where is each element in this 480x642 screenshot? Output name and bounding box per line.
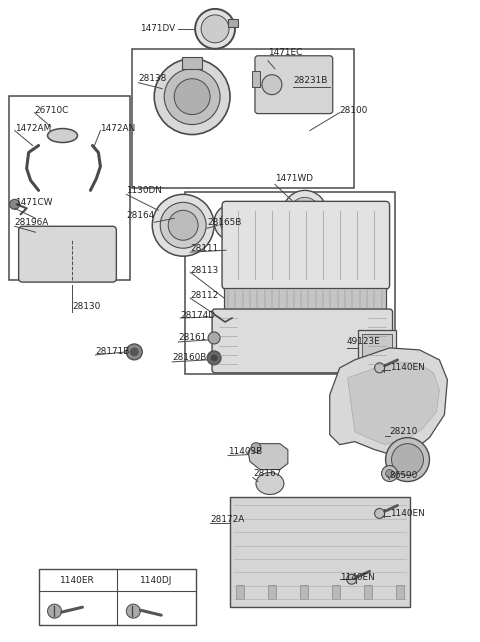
Bar bbox=[230, 498, 409, 607]
Text: 1130DN: 1130DN bbox=[126, 186, 162, 195]
Circle shape bbox=[126, 344, 142, 360]
Circle shape bbox=[48, 604, 61, 618]
Bar bbox=[361, 334, 392, 372]
Text: 28100: 28100 bbox=[340, 106, 368, 115]
Text: 1140EN: 1140EN bbox=[390, 509, 424, 518]
Bar bbox=[252, 71, 260, 87]
Text: 1472AN: 1472AN bbox=[100, 124, 136, 133]
Text: 28210: 28210 bbox=[390, 427, 418, 436]
Ellipse shape bbox=[152, 195, 214, 256]
Bar bbox=[185, 193, 395, 374]
Circle shape bbox=[211, 355, 217, 361]
Text: 28111: 28111 bbox=[190, 244, 218, 253]
Circle shape bbox=[164, 69, 220, 125]
Text: 1471DV: 1471DV bbox=[140, 24, 175, 33]
Text: 1472AM: 1472AM bbox=[15, 124, 51, 133]
Text: 26710C: 26710C bbox=[35, 106, 69, 115]
Text: 49123E: 49123E bbox=[347, 338, 381, 347]
Circle shape bbox=[126, 604, 140, 618]
Text: 1140EN: 1140EN bbox=[340, 573, 374, 582]
Circle shape bbox=[374, 363, 384, 373]
Text: 86590: 86590 bbox=[390, 471, 418, 480]
Text: 28174D: 28174D bbox=[180, 311, 215, 320]
Text: 1471EC: 1471EC bbox=[268, 48, 302, 57]
Circle shape bbox=[201, 15, 229, 43]
Ellipse shape bbox=[168, 211, 198, 240]
Circle shape bbox=[385, 469, 394, 478]
Circle shape bbox=[130, 348, 138, 356]
Circle shape bbox=[10, 200, 20, 209]
Bar bbox=[358, 330, 396, 376]
Bar bbox=[182, 56, 202, 69]
Text: 28231B: 28231B bbox=[293, 76, 327, 85]
Text: 28172A: 28172A bbox=[210, 515, 244, 524]
Bar bbox=[240, 216, 248, 222]
Text: 28164: 28164 bbox=[126, 211, 155, 220]
Ellipse shape bbox=[160, 202, 206, 248]
FancyBboxPatch shape bbox=[19, 226, 116, 282]
Bar bbox=[268, 586, 276, 599]
Circle shape bbox=[214, 204, 250, 240]
Circle shape bbox=[283, 191, 327, 234]
Text: 1471CW: 1471CW bbox=[15, 198, 52, 207]
Text: 28130: 28130 bbox=[72, 302, 101, 311]
Circle shape bbox=[207, 351, 221, 365]
Text: 28138: 28138 bbox=[138, 74, 167, 83]
Text: 1140EN: 1140EN bbox=[390, 363, 424, 372]
Circle shape bbox=[347, 574, 357, 584]
Circle shape bbox=[154, 59, 230, 135]
Bar bbox=[332, 586, 340, 599]
Bar bbox=[396, 586, 404, 599]
Ellipse shape bbox=[385, 438, 430, 482]
Bar bbox=[236, 586, 244, 599]
Polygon shape bbox=[248, 444, 288, 469]
Text: 28161: 28161 bbox=[178, 333, 206, 342]
Ellipse shape bbox=[48, 128, 77, 143]
Text: 1140DJ: 1140DJ bbox=[140, 576, 172, 585]
Ellipse shape bbox=[256, 473, 284, 494]
Text: 1140ER: 1140ER bbox=[60, 576, 95, 585]
Text: 28112: 28112 bbox=[190, 291, 218, 300]
Bar bbox=[300, 586, 308, 599]
Circle shape bbox=[374, 508, 384, 519]
Bar bbox=[224, 288, 385, 312]
Ellipse shape bbox=[392, 444, 423, 476]
Bar bbox=[313, 205, 321, 211]
Circle shape bbox=[195, 9, 235, 49]
Bar bbox=[9, 96, 130, 280]
Circle shape bbox=[382, 465, 397, 482]
FancyBboxPatch shape bbox=[222, 202, 390, 289]
Text: 28113: 28113 bbox=[190, 266, 218, 275]
Text: 28171B: 28171B bbox=[96, 347, 130, 356]
Bar bbox=[38, 569, 196, 625]
Bar bbox=[228, 19, 238, 27]
Circle shape bbox=[174, 79, 210, 115]
Text: 28160B: 28160B bbox=[172, 353, 206, 362]
Circle shape bbox=[262, 74, 282, 94]
Bar bbox=[364, 586, 372, 599]
Text: 28196A: 28196A bbox=[15, 218, 49, 227]
Polygon shape bbox=[330, 348, 447, 456]
FancyBboxPatch shape bbox=[255, 56, 333, 114]
Circle shape bbox=[220, 211, 244, 234]
Circle shape bbox=[208, 332, 220, 344]
Bar bbox=[132, 49, 354, 188]
FancyBboxPatch shape bbox=[212, 309, 393, 373]
Circle shape bbox=[290, 197, 320, 227]
Circle shape bbox=[251, 442, 261, 453]
Text: 11403B: 11403B bbox=[228, 447, 262, 456]
Text: 28167: 28167 bbox=[253, 469, 281, 478]
Text: 28165B: 28165B bbox=[207, 218, 241, 227]
Text: 1471WD: 1471WD bbox=[275, 174, 313, 183]
Polygon shape bbox=[348, 362, 439, 445]
